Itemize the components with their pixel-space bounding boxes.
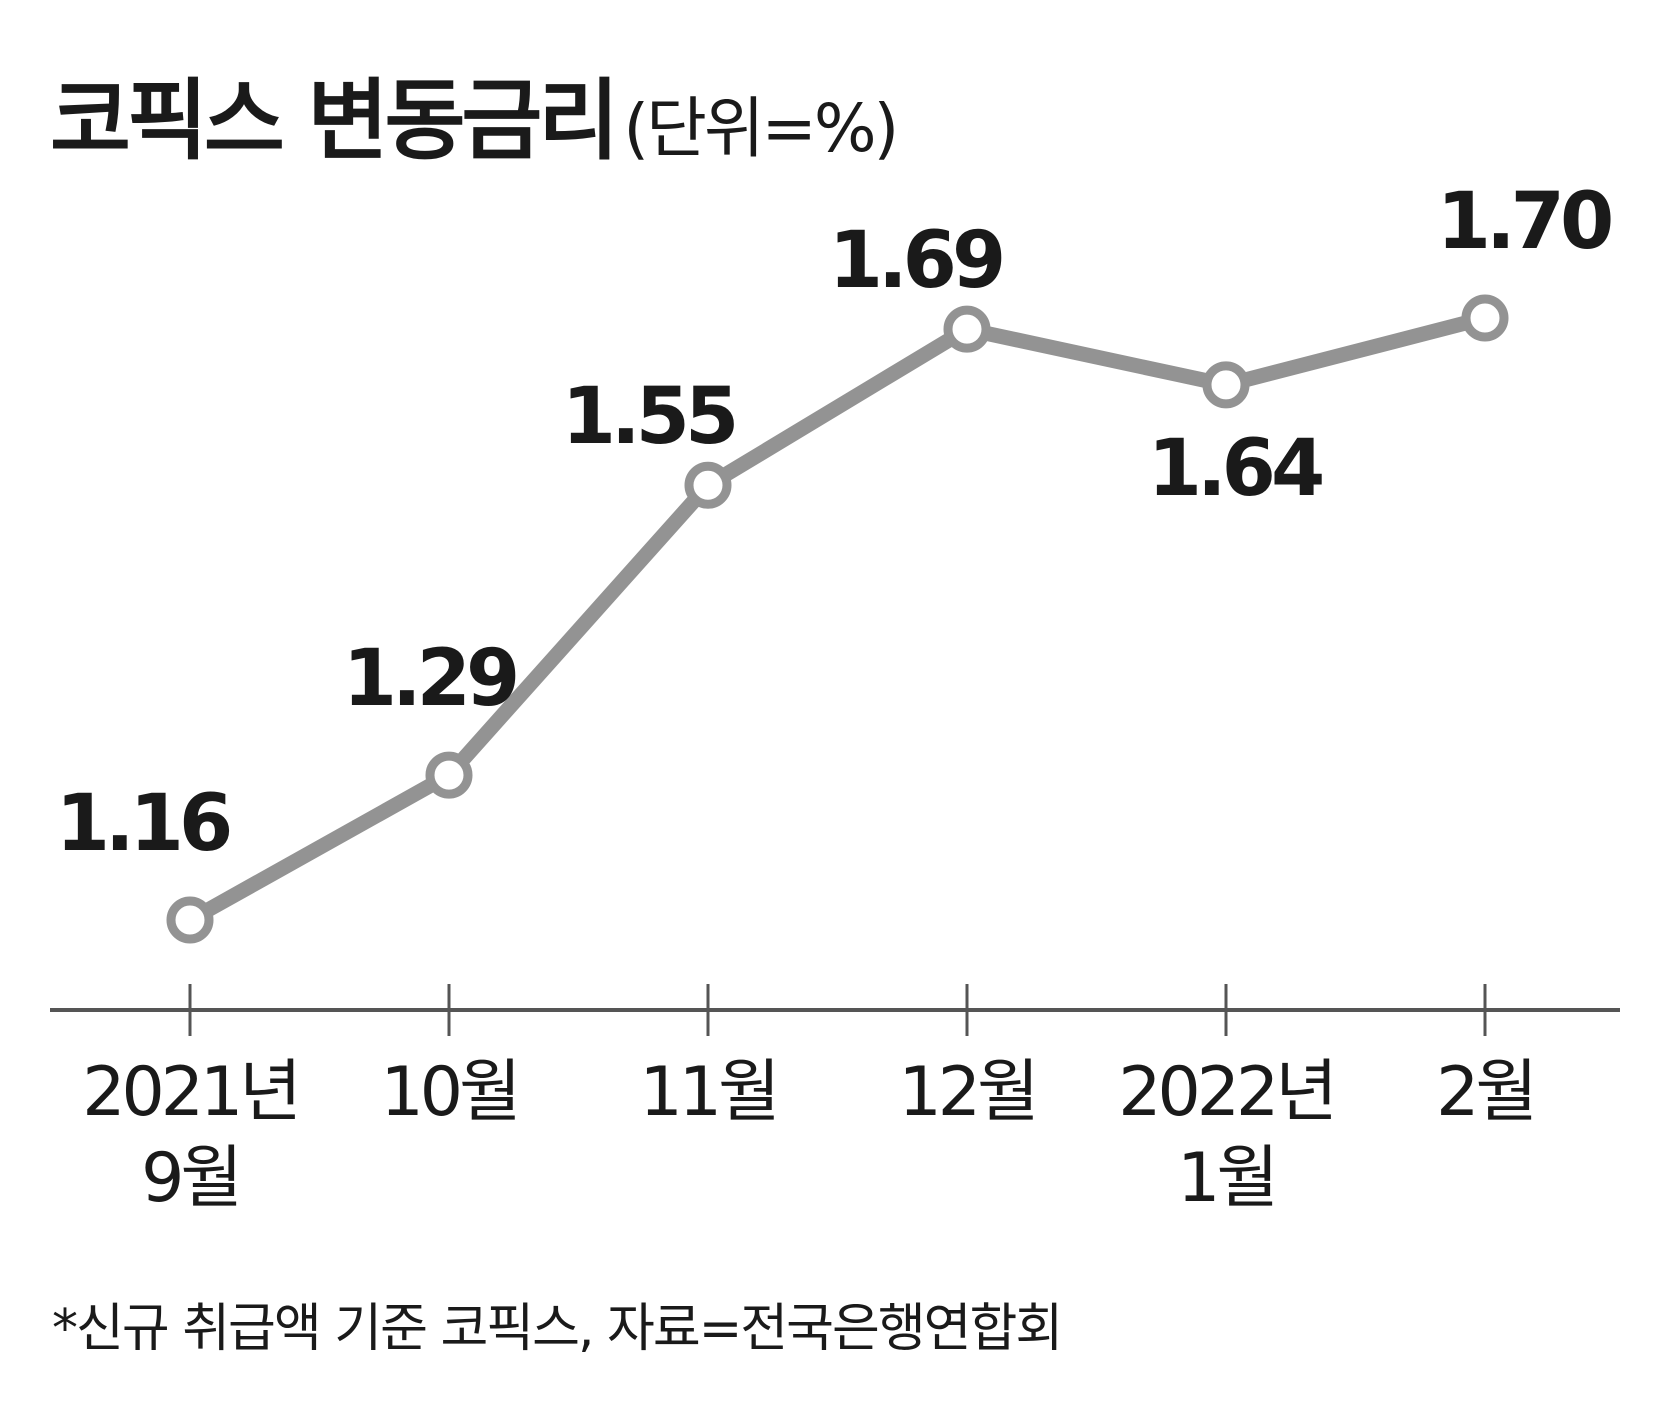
data-point <box>943 305 991 353</box>
data-point <box>684 461 732 509</box>
chart-title-row: 코픽스 변동금리 (단위=%) <box>50 50 899 177</box>
x-tick-label: 1월 <box>1177 1139 1275 1218</box>
x-tick-label: 11월 <box>639 1053 776 1132</box>
chart-title: 코픽스 변동금리 <box>50 69 619 172</box>
data-label: 1.16 <box>56 779 230 869</box>
series-line <box>182 310 1493 928</box>
data-label: 1.29 <box>343 634 516 724</box>
x-tick-label: 10월 <box>380 1053 517 1132</box>
data-point <box>1461 294 1509 342</box>
data-label: 1.64 <box>1148 424 1322 514</box>
chart-footnote: *신규 취급액 기준 코픽스, 자료=전국은행연합회 <box>52 1299 1063 1359</box>
data-label: 1.70 <box>1437 177 1611 267</box>
data-point <box>166 896 214 944</box>
data-point <box>1202 361 1250 409</box>
data-point <box>425 751 473 799</box>
x-tick-label: 2022년 <box>1118 1053 1334 1132</box>
x-tick-label: 2021년 <box>82 1053 298 1132</box>
chart-unit: (단위=%) <box>623 90 899 167</box>
data-label: 1.69 <box>829 216 1002 306</box>
data-label: 1.55 <box>562 372 734 462</box>
x-tick-label: 9월 <box>141 1139 239 1218</box>
x-tick-label: 2월 <box>1436 1053 1534 1132</box>
x-tick-label: 12월 <box>898 1053 1035 1132</box>
